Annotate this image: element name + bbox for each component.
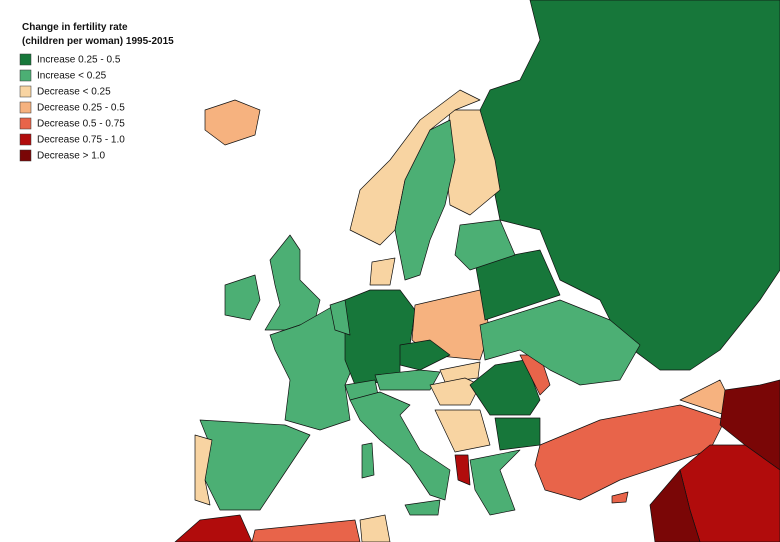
region [474, 249, 561, 321]
region [611, 491, 629, 504]
region [404, 499, 441, 516]
legend-label: Decrease < 0.25 [37, 87, 111, 98]
legend-title: Change in fertility rate [22, 22, 128, 33]
legend-label: Increase 0.25 - 0.5 [37, 55, 121, 66]
legend-swatch [19, 85, 32, 98]
countries [174, 0, 780, 542]
region [454, 219, 516, 271]
legend-label: Increase < 0.25 [37, 71, 107, 82]
region [439, 361, 481, 383]
legend-swatch [19, 133, 32, 146]
region [469, 449, 521, 516]
region [251, 519, 361, 542]
region [434, 409, 491, 453]
legend-swatch [19, 101, 32, 114]
region [374, 369, 441, 391]
region [369, 257, 396, 286]
region [359, 514, 391, 542]
region [429, 377, 481, 406]
legend-swatch [19, 117, 32, 130]
region [649, 469, 701, 542]
region [199, 419, 311, 511]
legend-title: (children per woman) 1995-2015 [22, 36, 174, 47]
region [719, 379, 780, 471]
legend-label: Decrease > 1.0 [37, 151, 106, 162]
region [469, 0, 780, 371]
region [349, 391, 451, 501]
legend-label: Decrease 0.25 - 0.5 [37, 103, 125, 114]
region [399, 339, 451, 371]
region [349, 89, 481, 246]
region [479, 299, 641, 386]
legend-label: Decrease 0.75 - 1.0 [37, 135, 125, 146]
region [174, 514, 253, 542]
region [269, 304, 361, 431]
region [194, 434, 213, 506]
region [361, 442, 375, 479]
region [264, 234, 321, 331]
region [394, 119, 456, 281]
region [494, 417, 541, 451]
region [454, 454, 471, 486]
legend-label: Decrease 0.5 - 0.75 [37, 119, 125, 130]
region [329, 299, 351, 336]
region [224, 274, 261, 321]
legend-swatch [19, 69, 32, 82]
legend-swatch [19, 53, 32, 66]
region [534, 404, 726, 501]
legend-swatch [19, 149, 32, 162]
region [469, 359, 541, 416]
region [344, 289, 416, 386]
legend: Change in fertility rate (children per w… [19, 22, 174, 162]
region [204, 99, 261, 146]
